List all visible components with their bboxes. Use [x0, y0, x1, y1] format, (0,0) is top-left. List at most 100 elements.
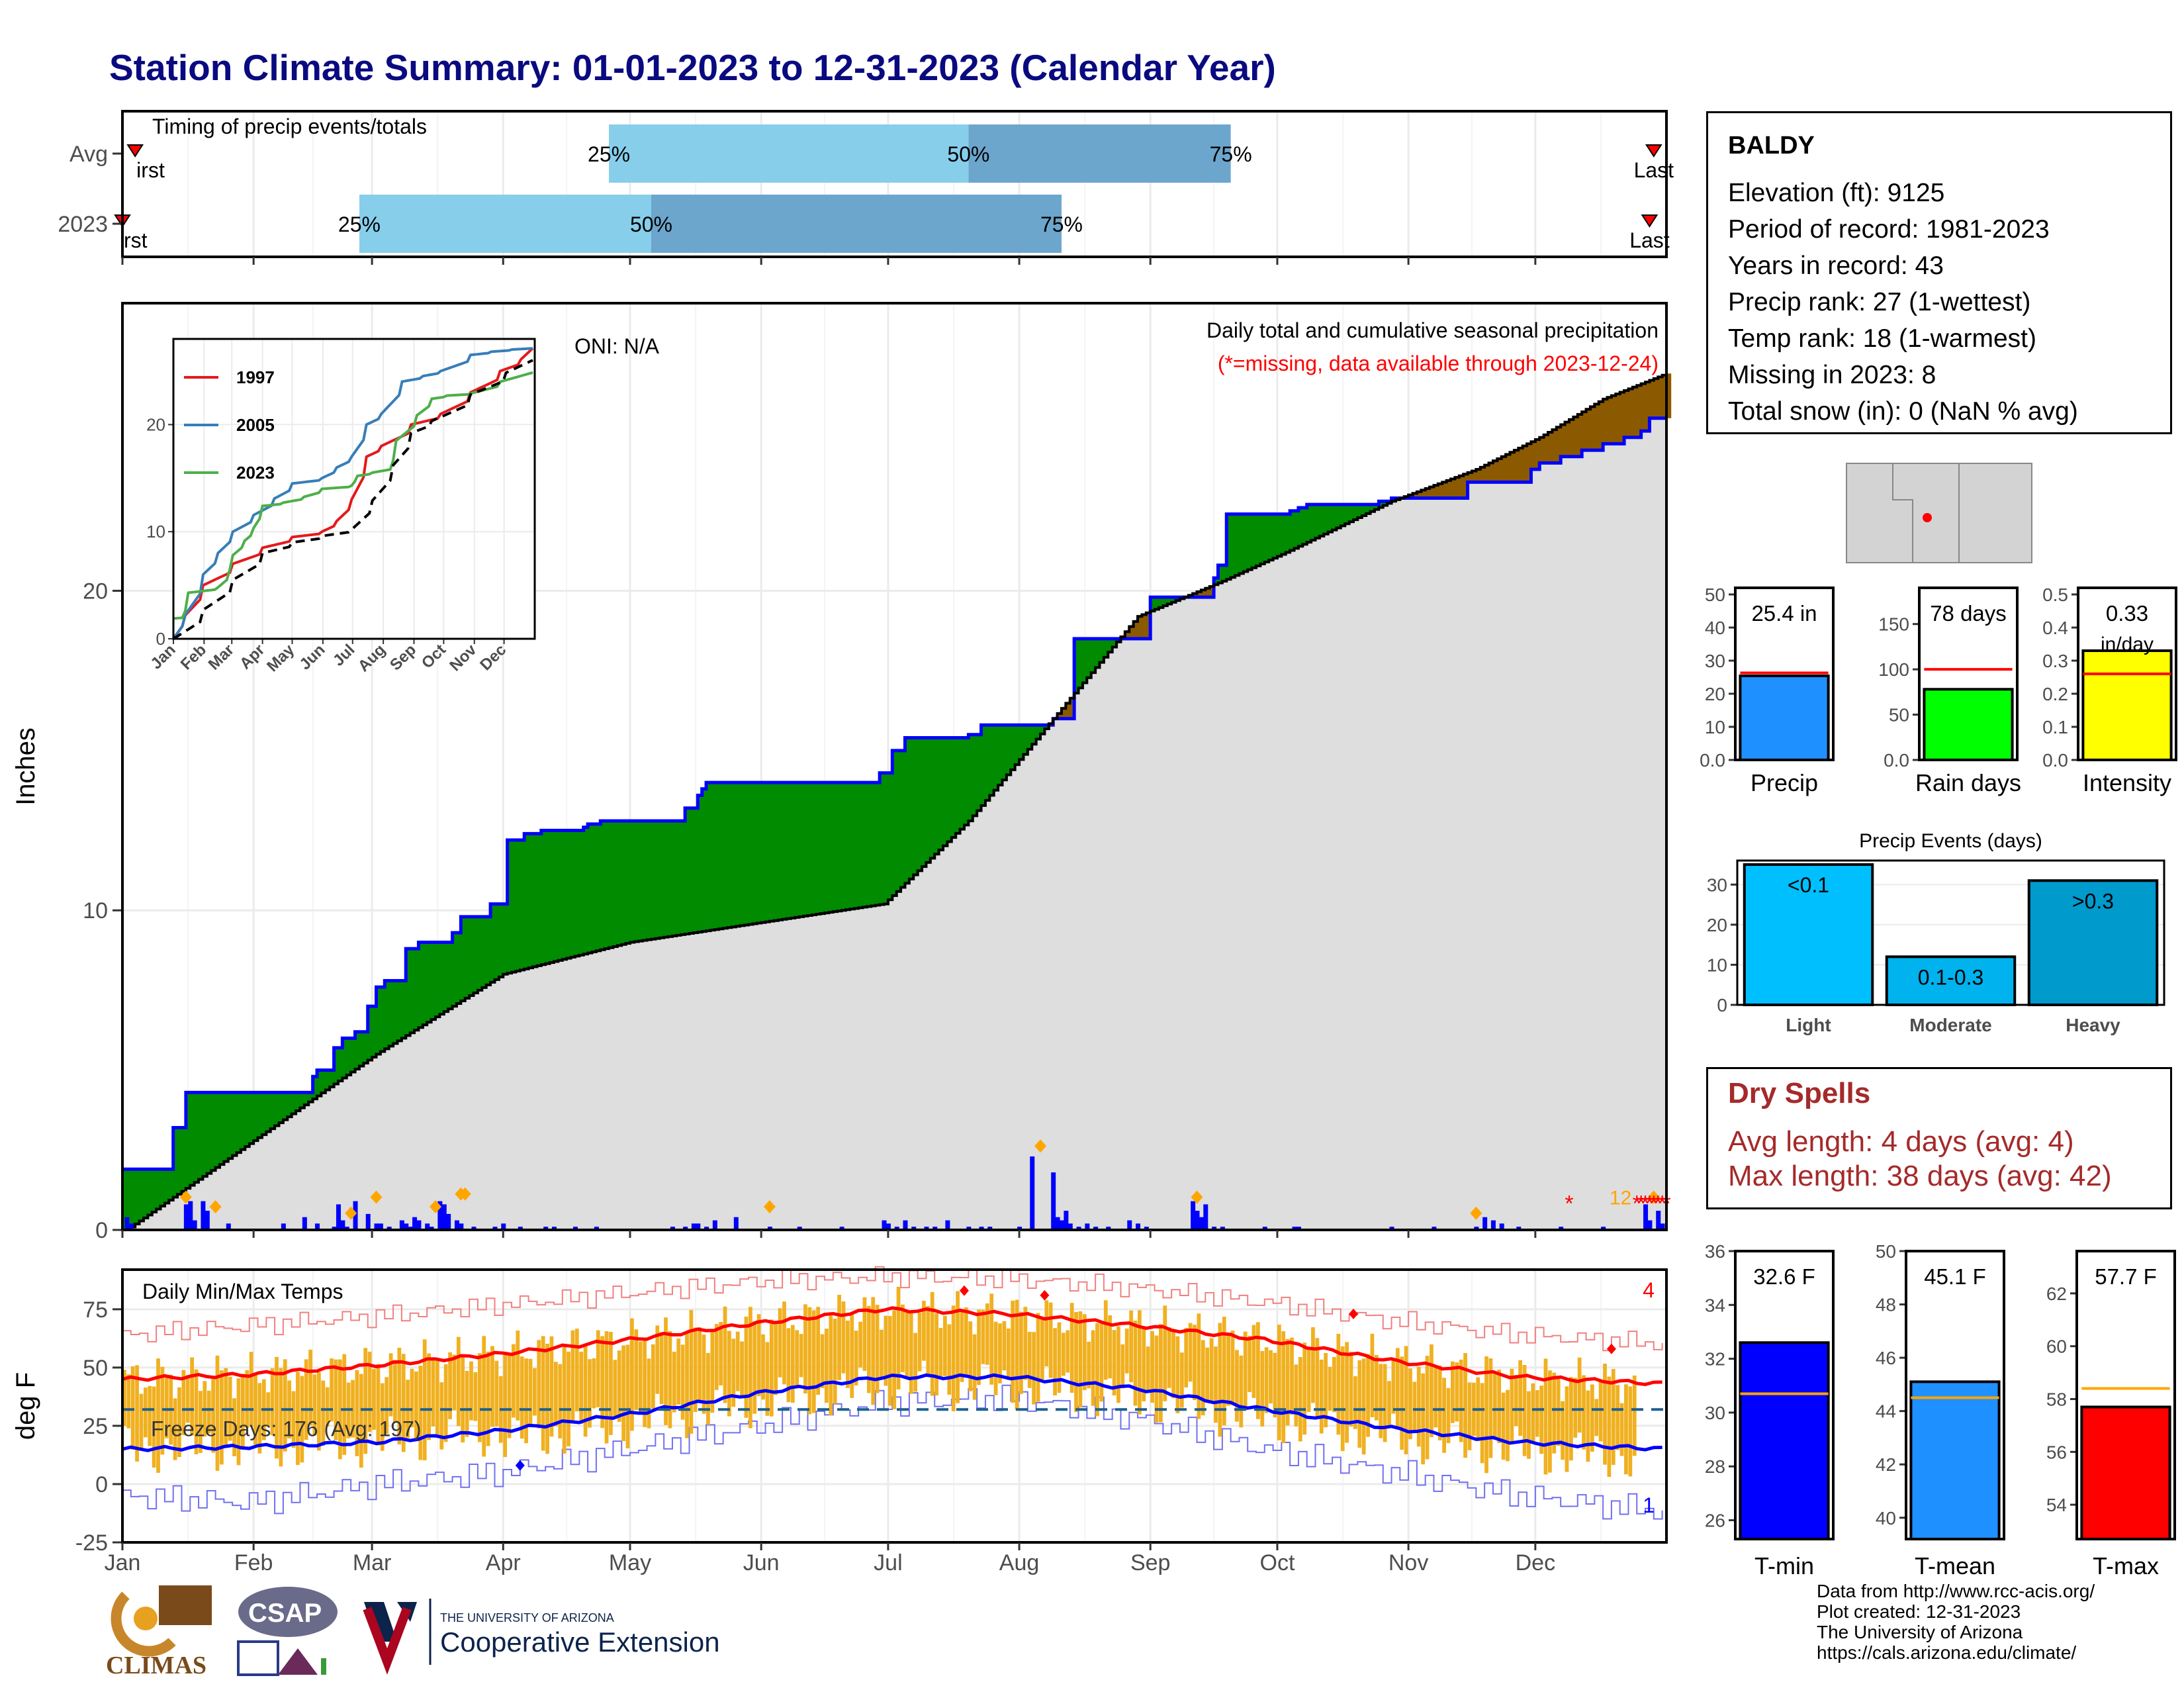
inset-ytick-label: 0 [156, 629, 165, 649]
daily-temp-bar [998, 1323, 1002, 1383]
daily-temp-bar [1319, 1359, 1324, 1434]
month-label: Nov [1388, 1550, 1428, 1575]
daily-precip-bar [1482, 1217, 1488, 1230]
daily-temp-bar [1082, 1314, 1087, 1390]
summary-value-label: 45.1 F [1924, 1264, 1986, 1289]
daily-temp-bar [1069, 1303, 1074, 1393]
summary-frame-Rain days [1918, 586, 2019, 761]
month-label: Oct [1260, 1550, 1295, 1575]
timing-row-label: 2023 [58, 212, 108, 237]
daily-temp-bar [567, 1351, 570, 1446]
credit-data-source: Data from http://www.rcc-acis.org/ [1817, 1581, 2095, 1601]
daily-temp-bar [1099, 1323, 1104, 1402]
daily-temp-bar [1129, 1310, 1133, 1383]
daily-precip-bar [1389, 1227, 1394, 1230]
daily-temp-bar [1455, 1362, 1459, 1422]
precip-annotation: Daily total and cumulative seasonal prec… [1206, 318, 1659, 342]
temp-title: Daily Min/Max Temps [142, 1280, 343, 1303]
daily-temp-bar [993, 1321, 998, 1395]
daily-precip-bar [1474, 1227, 1479, 1230]
daily-precip-bar [894, 1227, 899, 1230]
daily-temp-bar [1514, 1374, 1518, 1427]
summary-ytick-label: 150 [1878, 614, 1909, 635]
daily-temp-bar [676, 1338, 681, 1405]
daily-temp-bar [1175, 1336, 1180, 1413]
month-label: Aug [999, 1550, 1040, 1575]
daily-precip-bar [492, 1227, 498, 1230]
daily-precip-bar [1195, 1211, 1200, 1230]
daily-precip-bar [1055, 1217, 1060, 1230]
summary-value-label: 0.33 [2106, 601, 2148, 626]
daily-precip-bar [315, 1223, 320, 1230]
timing-pct-label: 75% [1040, 212, 1083, 236]
daily-temp-bar [308, 1349, 312, 1426]
daily-temp-bar [613, 1360, 617, 1419]
daily-temp-bar [1019, 1311, 1023, 1394]
daily-temp-bar [520, 1356, 524, 1439]
station-period: Period of record: 1981-2023 [1728, 215, 2050, 244]
daily-precip-bar [501, 1223, 506, 1230]
daily-temp-bar [249, 1352, 253, 1427]
daily-temp-bar [989, 1293, 994, 1385]
missing-marker: * [1649, 1192, 1658, 1217]
precip-events-chart: Precip Events (days) 0 10 20 30 <0.1 Light 0.1-… [1707, 830, 2165, 1035]
daily-temp-bar [689, 1309, 694, 1434]
events-bar-heavy [2027, 879, 2159, 1007]
daily-temp-bar [1340, 1346, 1345, 1452]
summary-ytick-label: 40 [1705, 618, 1725, 638]
daily-temp-bar [215, 1355, 220, 1471]
daily-temp-bar [1522, 1365, 1527, 1456]
daily-precip-bar [1106, 1227, 1111, 1230]
daily-precip-bar [594, 1227, 599, 1230]
daily-precip-bar [945, 1220, 950, 1230]
daily-temp-bar [1400, 1356, 1404, 1450]
inset-legend-label: 1997 [236, 367, 275, 387]
credit-plot-created: Plot created: 12-31-2023 [1817, 1601, 2021, 1622]
temp-ytick-label: 50 [83, 1356, 108, 1381]
daily-temp-bar [245, 1370, 250, 1428]
events-bar-moderate [1885, 955, 2017, 1007]
summary-frame-Precip [1734, 586, 1835, 761]
daily-temp-bar [456, 1336, 461, 1427]
daily-temp-bar [270, 1368, 275, 1436]
daily-temp-bar [1197, 1313, 1201, 1419]
daily-temp-bar [1433, 1367, 1438, 1428]
summary-bar-Rain days [1923, 688, 2014, 762]
temp-summary-charts: 26 28 30 32 34 36 32.6 F T-min 40 42 44 46 48 50 45.1 … [1705, 1241, 2176, 1579]
daily-temp-bar [541, 1336, 545, 1451]
daily-precip-bar [1432, 1227, 1437, 1230]
month-label: Jul [874, 1550, 902, 1575]
daily-precip-bar [1660, 1223, 1665, 1230]
daily-temp-bar [1430, 1344, 1433, 1438]
avg-max-line [122, 1306, 1662, 1386]
daily-temp-bar [443, 1364, 448, 1442]
daily-temp-bar [1251, 1325, 1256, 1398]
daily-precip-bar [924, 1227, 929, 1230]
daily-temp-bar [1391, 1359, 1396, 1414]
summary-value-label: 32.6 F [1753, 1264, 1815, 1289]
summary-value-label: 78 days [1930, 601, 2007, 626]
daily-temp-bar [1269, 1350, 1273, 1404]
event-marker [209, 1200, 222, 1214]
daily-precip-bar [1220, 1227, 1225, 1230]
daily-temp-bar [588, 1359, 592, 1428]
daily-temp-bar [1095, 1323, 1099, 1417]
daily-temp-bar [1255, 1322, 1260, 1419]
month-label: Jan [105, 1550, 141, 1575]
daily-temp-bar [1594, 1399, 1599, 1436]
daily-precip-bar [1296, 1227, 1301, 1230]
daily-precip-bar [1203, 1204, 1208, 1230]
event-marker [179, 1190, 192, 1204]
daily-temp-bar [1387, 1381, 1391, 1426]
summary-ytick-label: 10 [1705, 717, 1725, 737]
daily-precip-bar [572, 1227, 578, 1230]
daily-temp-bar [630, 1318, 634, 1431]
daily-temp-bar [740, 1341, 744, 1396]
daily-precip-bar [882, 1220, 887, 1230]
daily-temp-bar [1230, 1331, 1235, 1405]
daily-temp-bar [1463, 1352, 1467, 1458]
event-marker [429, 1200, 441, 1214]
daily-temp-bar [553, 1362, 558, 1427]
daily-temp-bar [275, 1356, 279, 1459]
missing-marker: * [1658, 1192, 1666, 1217]
